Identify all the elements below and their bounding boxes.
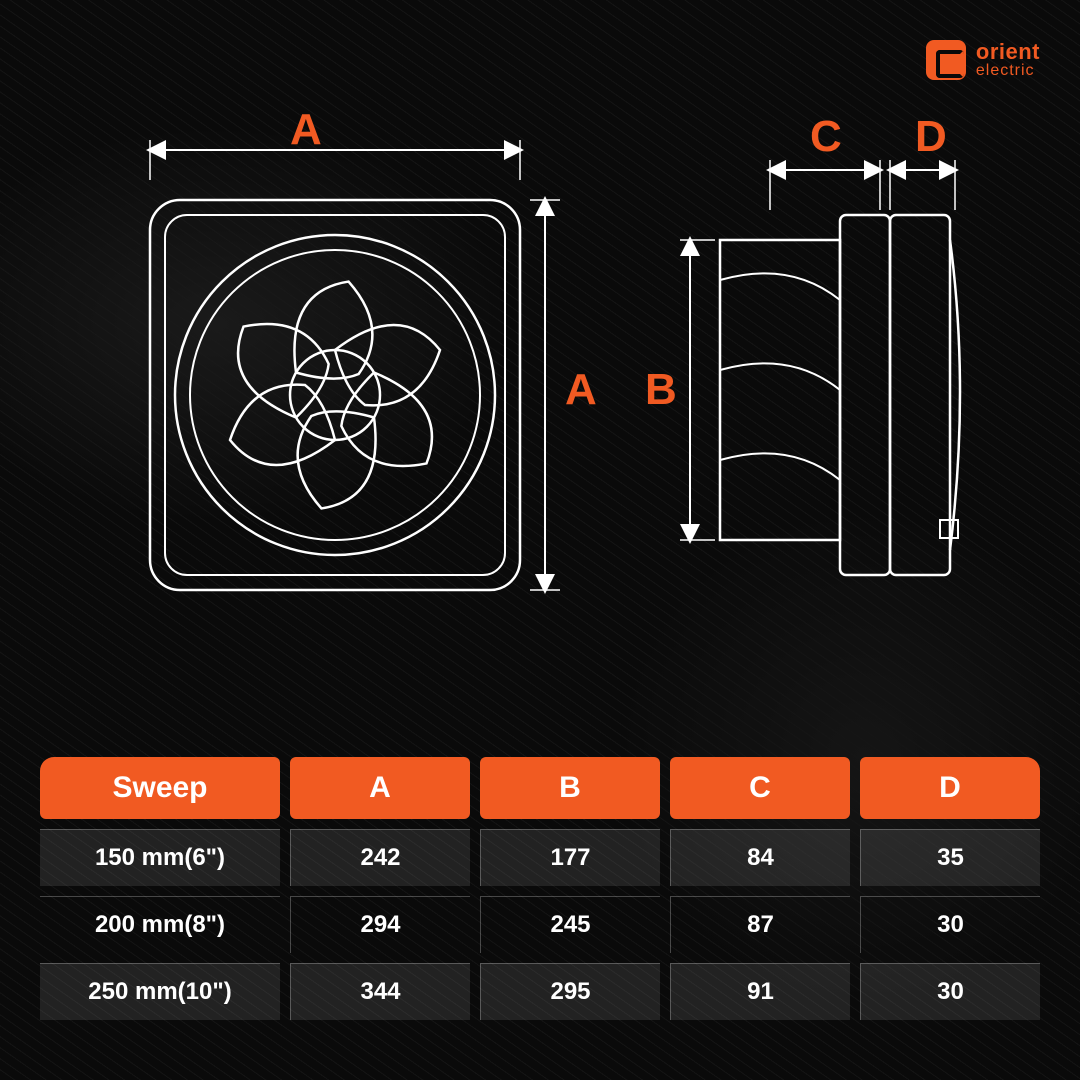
front-view-drawing bbox=[100, 120, 580, 640]
table-cell: 87 bbox=[670, 896, 850, 953]
brand-subname: electric bbox=[976, 63, 1040, 79]
dim-label-a-right: A bbox=[565, 365, 597, 415]
table-cell: 295 bbox=[480, 963, 660, 1020]
brand-logo-text: orient electric bbox=[976, 41, 1040, 79]
table-cell: 150 mm(6") bbox=[40, 829, 280, 886]
table-header-sweep: Sweep bbox=[40, 757, 280, 819]
table-cell: 294 bbox=[290, 896, 470, 953]
table-header-d: D bbox=[860, 757, 1040, 819]
dim-label-d: D bbox=[915, 112, 947, 162]
table-cell: 35 bbox=[860, 829, 1040, 886]
dim-label-c: C bbox=[810, 112, 842, 162]
table-header-a: A bbox=[290, 757, 470, 819]
brand-logo-icon bbox=[926, 40, 966, 80]
table-cell: 30 bbox=[860, 963, 1040, 1020]
table-header-c: C bbox=[670, 757, 850, 819]
side-view-drawing bbox=[640, 120, 1020, 640]
table-cell: 242 bbox=[290, 829, 470, 886]
table-header-b: B bbox=[480, 757, 660, 819]
table-cell: 200 mm(8") bbox=[40, 896, 280, 953]
table-cell: 30 bbox=[860, 896, 1040, 953]
table-cell: 344 bbox=[290, 963, 470, 1020]
technical-diagram: A A B C D bbox=[60, 120, 1020, 660]
table-cell: 177 bbox=[480, 829, 660, 886]
brand-logo: orient electric bbox=[926, 40, 1040, 80]
dim-label-a-top: A bbox=[290, 105, 322, 155]
table-cell: 91 bbox=[670, 963, 850, 1020]
brand-name: orient bbox=[976, 41, 1040, 63]
table-cell: 84 bbox=[670, 829, 850, 886]
table-cell: 250 mm(10") bbox=[40, 963, 280, 1020]
table-cell: 245 bbox=[480, 896, 660, 953]
spec-table: Sweep A B C D 150 mm(6") 242 177 84 35 2… bbox=[40, 757, 1040, 1020]
dim-label-b: B bbox=[645, 365, 677, 415]
